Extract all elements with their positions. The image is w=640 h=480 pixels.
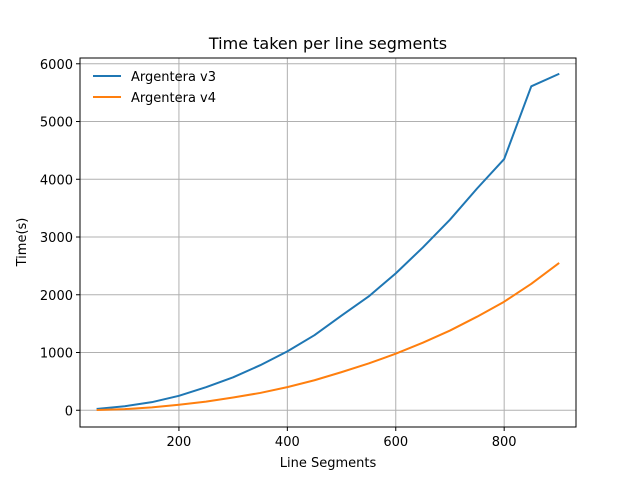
- x-tick-label: 600: [383, 435, 408, 450]
- y-tick-label: 2000: [40, 289, 73, 304]
- y-tick-label: 6000: [40, 58, 73, 73]
- y-tick-label: 4000: [40, 173, 73, 188]
- plot-frame: [79, 57, 577, 428]
- series-line-2: [96, 262, 560, 411]
- series-line-1: [96, 72, 560, 410]
- x-tick-label: 200: [167, 435, 192, 450]
- legend: Argentera v3 Argentera v4: [93, 70, 216, 106]
- series-lines: [96, 72, 560, 411]
- x-tick-label: 800: [492, 435, 517, 450]
- legend-label: Argentera v4: [131, 91, 216, 106]
- chart-title: Time taken per line segments: [208, 34, 447, 53]
- grid: [80, 58, 576, 427]
- y-tick-label: 0: [65, 404, 73, 419]
- y-axis-label: Time(s): [15, 218, 30, 268]
- y-tick-label: 5000: [40, 116, 73, 131]
- x-tick-label: 400: [275, 435, 300, 450]
- axis-ticks: 200 400 600 800 0 1000 2000 3000 4000 5000 6000: [40, 58, 517, 450]
- y-tick-label: 1000: [40, 347, 73, 362]
- y-tick-label: 3000: [40, 231, 73, 246]
- x-axis-label: Line Segments: [280, 456, 377, 471]
- legend-label: Argentera v3: [131, 70, 216, 85]
